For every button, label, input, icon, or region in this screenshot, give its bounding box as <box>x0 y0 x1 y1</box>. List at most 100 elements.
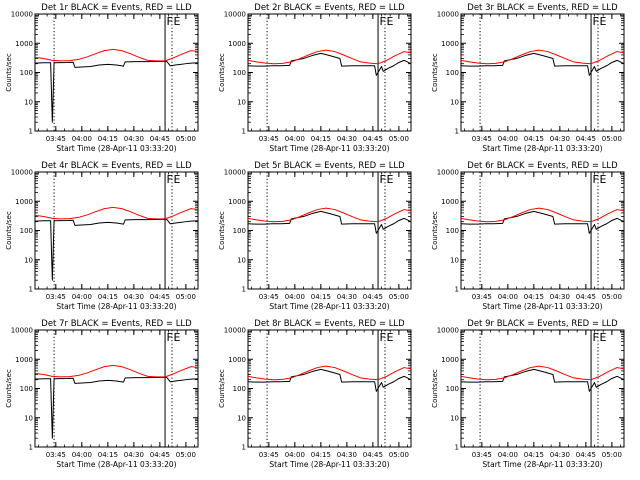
x-tick-label: 03:45 <box>259 135 279 143</box>
x-tick-label: 05:00 <box>176 135 196 143</box>
flag-marker-f: F <box>593 173 599 186</box>
x-tick-label: 04:30 <box>337 135 357 143</box>
x-tick-label: 04:45 <box>363 451 383 459</box>
y-tick-label: 100 <box>20 385 33 393</box>
panel-title: Det 4r BLACK = Events, RED = LLD <box>41 161 192 171</box>
plot-frame <box>247 329 412 448</box>
y-tick-label: 100 <box>20 227 33 235</box>
flag-marker-f: F <box>380 173 386 186</box>
events-series-line <box>247 368 412 392</box>
y-tick-label: 1000 <box>15 198 33 206</box>
y-tick-label: 1 <box>455 286 459 294</box>
x-tick-label: 04:30 <box>550 451 570 459</box>
lld-series-line <box>34 206 199 220</box>
x-tick-label: 04:45 <box>363 293 383 301</box>
x-axis-label: Start Time (28-Apr-11 03:33:20) <box>482 144 602 153</box>
detector-panel-7: Det 7r BLACK = Events, RED = LLD 1 10 100 10… <box>5 319 199 469</box>
plot-frame <box>247 171 412 290</box>
x-tick-label: 04:30 <box>124 135 144 143</box>
events-series-line <box>34 376 199 439</box>
x-tick-label: 04:00 <box>498 451 518 459</box>
flag-marker-f: F <box>167 173 173 186</box>
flag-marker-f: F <box>167 15 173 28</box>
lld-series-line <box>460 207 625 223</box>
y-tick-label: 1000 <box>441 198 459 206</box>
x-tick-label: 04:15 <box>98 293 118 301</box>
lld-series-line <box>34 364 199 378</box>
y-tick-label: 1000 <box>228 198 246 206</box>
x-tick-label: 04:00 <box>72 293 92 301</box>
x-axis-label: Start Time (28-Apr-11 03:33:20) <box>56 144 176 153</box>
y-tick-label: 10 <box>24 98 33 106</box>
y-axis-label: Counts/sec <box>431 211 439 250</box>
y-tick-label: 1000 <box>228 40 246 48</box>
panel-title: Det 2r BLACK = Events, RED = LLD <box>254 3 405 13</box>
x-tick-label: 04:45 <box>150 135 170 143</box>
x-tick-label: 04:00 <box>285 293 305 301</box>
x-axis-label: Start Time (28-Apr-11 03:33:20) <box>482 302 602 311</box>
x-tick-label: 04:00 <box>285 451 305 459</box>
flag-marker-e: E <box>386 173 393 186</box>
flag-marker-e: E <box>173 15 180 28</box>
flag-marker-e: E <box>599 15 606 28</box>
plot-frame <box>34 329 199 448</box>
y-tick-label: 1000 <box>441 40 459 48</box>
y-tick-label: 100 <box>233 385 246 393</box>
plot-frame <box>460 171 625 290</box>
x-tick-label: 04:30 <box>550 135 570 143</box>
x-axis-label: Start Time (28-Apr-11 03:33:20) <box>56 460 176 469</box>
x-tick-label: 04:30 <box>124 293 144 301</box>
events-series-line <box>247 52 412 76</box>
y-tick-label: 1 <box>29 444 33 452</box>
y-tick-label: 1 <box>242 444 246 452</box>
y-tick-label: 10 <box>237 98 246 106</box>
y-axis-label: Counts/sec <box>5 53 13 92</box>
x-tick-label: 04:45 <box>363 135 383 143</box>
x-tick-label: 03:45 <box>259 293 279 301</box>
x-tick-label: 04:15 <box>98 135 118 143</box>
y-tick-label: 1000 <box>15 356 33 364</box>
flag-marker-f: F <box>593 331 599 344</box>
plot-frame <box>460 329 625 448</box>
detector-panel-2: Det 2r BLACK = Events, RED = LLD 1 10 100 10… <box>218 3 412 153</box>
lld-series-line <box>460 49 625 65</box>
panel-title: Det 1r BLACK = Events, RED = LLD <box>41 3 192 13</box>
x-tick-label: 05:00 <box>176 451 196 459</box>
x-tick-label: 03:45 <box>472 135 492 143</box>
y-tick-label: 100 <box>446 385 459 393</box>
x-axis-label: Start Time (28-Apr-11 03:33:20) <box>56 302 176 311</box>
events-series-line <box>460 52 625 76</box>
y-tick-label: 100 <box>446 227 459 235</box>
flag-marker-f: F <box>167 331 173 344</box>
panel-title: Det 5r BLACK = Events, RED = LLD <box>254 161 405 171</box>
x-tick-label: 04:15 <box>311 135 331 143</box>
x-tick-label: 04:00 <box>285 135 305 143</box>
flag-marker-f: F <box>380 15 386 28</box>
x-tick-label: 03:45 <box>46 135 66 143</box>
x-tick-label: 05:00 <box>602 293 622 301</box>
lld-series-line <box>247 49 412 65</box>
y-tick-label: 10 <box>450 256 459 264</box>
y-tick-label: 1 <box>29 286 33 294</box>
y-axis-label: Counts/sec <box>5 211 13 250</box>
x-tick-label: 04:15 <box>311 293 331 301</box>
x-tick-label: 05:00 <box>389 293 409 301</box>
x-tick-label: 04:45 <box>576 135 596 143</box>
y-tick-label: 100 <box>20 69 33 77</box>
y-tick-label: 1 <box>455 444 459 452</box>
lld-series-line <box>460 365 625 381</box>
y-tick-label: 10000 <box>437 169 459 177</box>
flag-marker-e: E <box>599 331 606 344</box>
x-tick-label: 03:45 <box>472 293 492 301</box>
x-tick-label: 04:30 <box>337 451 357 459</box>
plot-frame <box>34 171 199 290</box>
flag-marker-e: E <box>599 173 606 186</box>
x-tick-label: 04:45 <box>576 451 596 459</box>
y-axis-label: Counts/sec <box>5 369 13 408</box>
panel-title: Det 6r BLACK = Events, RED = LLD <box>467 161 618 171</box>
x-axis-label: Start Time (28-Apr-11 03:33:20) <box>269 302 389 311</box>
x-tick-label: 04:30 <box>124 451 144 459</box>
x-tick-label: 04:15 <box>524 135 544 143</box>
x-tick-label: 03:45 <box>472 451 492 459</box>
